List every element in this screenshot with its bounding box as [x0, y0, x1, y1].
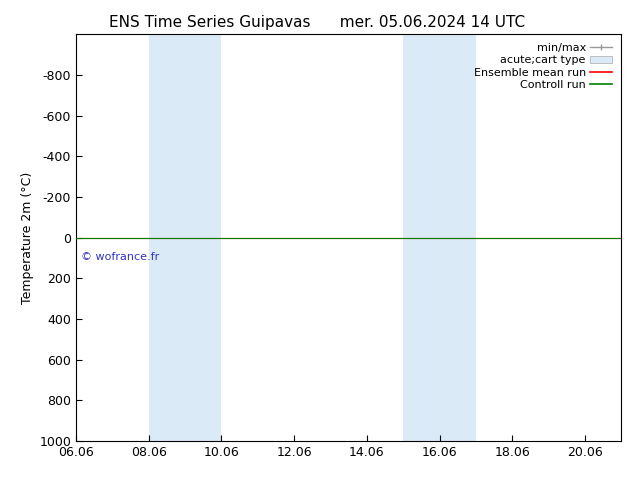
- Text: © wofrance.fr: © wofrance.fr: [81, 252, 159, 262]
- Legend: min/max, acute;cart type, Ensemble mean run, Controll run: min/max, acute;cart type, Ensemble mean …: [470, 40, 616, 93]
- Bar: [403, 34, 476, 441]
- Text: ENS Time Series Guipavas      mer. 05.06.2024 14 UTC: ENS Time Series Guipavas mer. 05.06.2024…: [109, 15, 525, 30]
- Y-axis label: Temperature 2m (°C): Temperature 2m (°C): [21, 172, 34, 304]
- Bar: [149, 34, 221, 441]
